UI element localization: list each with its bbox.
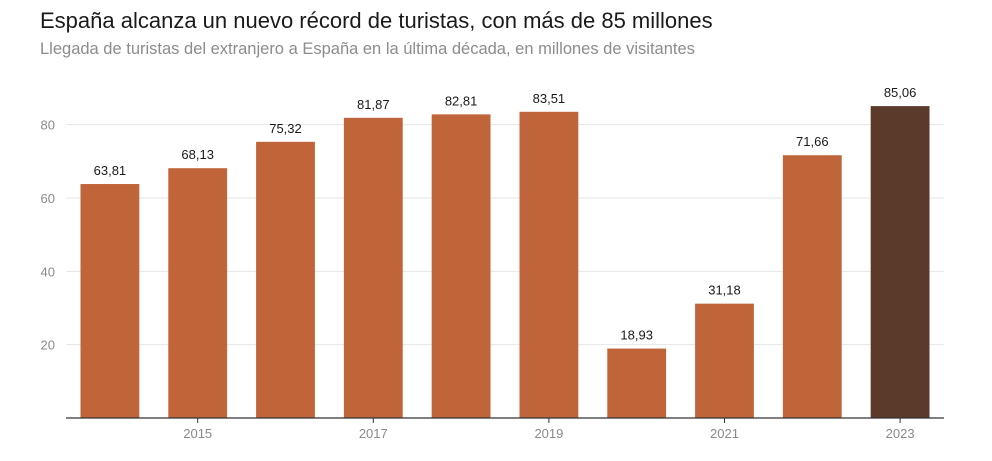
- x-axis-ticks: 2015 2017 2019 2021 2023: [183, 418, 915, 441]
- y-tick-label-80: 80: [41, 118, 55, 133]
- data-label-2017: 81,87: [357, 97, 390, 112]
- bar-2018: [431, 114, 491, 418]
- y-tick-label-60: 60: [41, 191, 55, 206]
- data-label-2020: 18,93: [620, 328, 653, 343]
- data-labels: 63,81 68,13 75,32 81,87 82,81 83,51 18,93 31,18…: [94, 85, 917, 342]
- data-label-2023: 85,06: [884, 85, 917, 100]
- x-tick-label-2021: 2021: [710, 426, 739, 441]
- bar-2015: [168, 168, 228, 418]
- chart-subtitle: Llegada de turistas del extranjero a Esp…: [40, 40, 695, 58]
- bar-2019: [519, 111, 579, 419]
- bar-2017: [343, 117, 403, 418]
- bar-2020: [607, 348, 667, 418]
- y-axis-ticks: 20 40 60 80: [41, 118, 55, 353]
- bar-2021: [695, 303, 754, 418]
- x-tick-label-2017: 2017: [359, 426, 388, 441]
- bar-2014: [80, 184, 140, 418]
- y-tick-label-20: 20: [41, 338, 55, 353]
- y-tick-label-40: 40: [41, 264, 55, 279]
- x-tick-label-2019: 2019: [534, 426, 563, 441]
- data-label-2014: 63,81: [94, 163, 127, 178]
- x-tick-label-2015: 2015: [183, 426, 212, 441]
- x-tick-label-2023: 2023: [886, 426, 915, 441]
- bar-2023: [870, 106, 930, 418]
- data-label-2018: 82,81: [445, 93, 478, 108]
- data-label-2022: 71,66: [796, 134, 829, 149]
- chart-title: España alcanza un nuevo récord de turist…: [40, 8, 713, 33]
- bar-2016: [256, 141, 315, 418]
- bars: [80, 106, 930, 419]
- data-label-2016: 75,32: [269, 121, 302, 136]
- data-label-2015: 68,13: [181, 147, 214, 162]
- data-label-2019: 83,51: [533, 91, 566, 106]
- bar-2022: [782, 155, 842, 418]
- data-label-2021: 31,18: [708, 283, 741, 298]
